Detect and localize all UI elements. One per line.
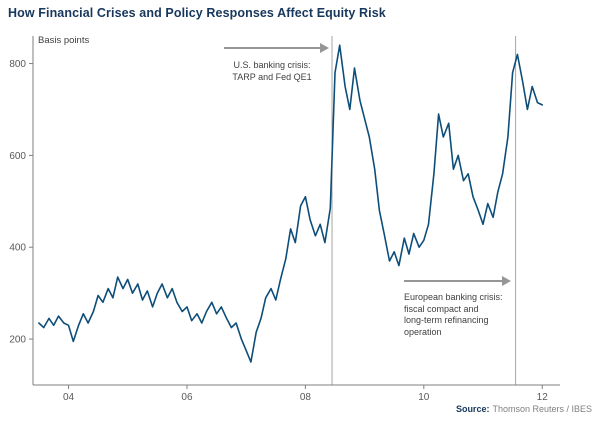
annotation-european-banking-crisis: European banking crisis: fiscal compact … [404, 292, 503, 338]
x-tick-label: 04 [63, 392, 75, 403]
us-crisis-arrow-icon [224, 43, 329, 53]
source-label: Source: [455, 404, 490, 414]
source-credit: Source: Thomson Reuters / IBES [456, 404, 592, 414]
chart-title: How Financial Crises and Policy Response… [8, 6, 386, 20]
eu-crisis-arrow-icon [404, 276, 511, 286]
y-tick-label: 800 [9, 59, 26, 70]
x-tick-label: 08 [300, 392, 312, 403]
y-tick-label: 600 [9, 151, 26, 162]
annotation-us-banking-crisis: U.S. banking crisis: TARP and Fed QE1 [232, 60, 312, 82]
equity-risk-line [38, 44, 543, 363]
x-tick-label: 10 [418, 392, 430, 403]
y-tick-label: 400 [9, 243, 26, 254]
y-axis-unit-label: Basis points [38, 35, 90, 46]
source-value: Thomson Reuters / IBES [492, 404, 592, 414]
x-tick-label: 12 [537, 392, 549, 403]
y-tick-label: 200 [9, 335, 26, 346]
x-tick-label: 06 [181, 392, 193, 403]
